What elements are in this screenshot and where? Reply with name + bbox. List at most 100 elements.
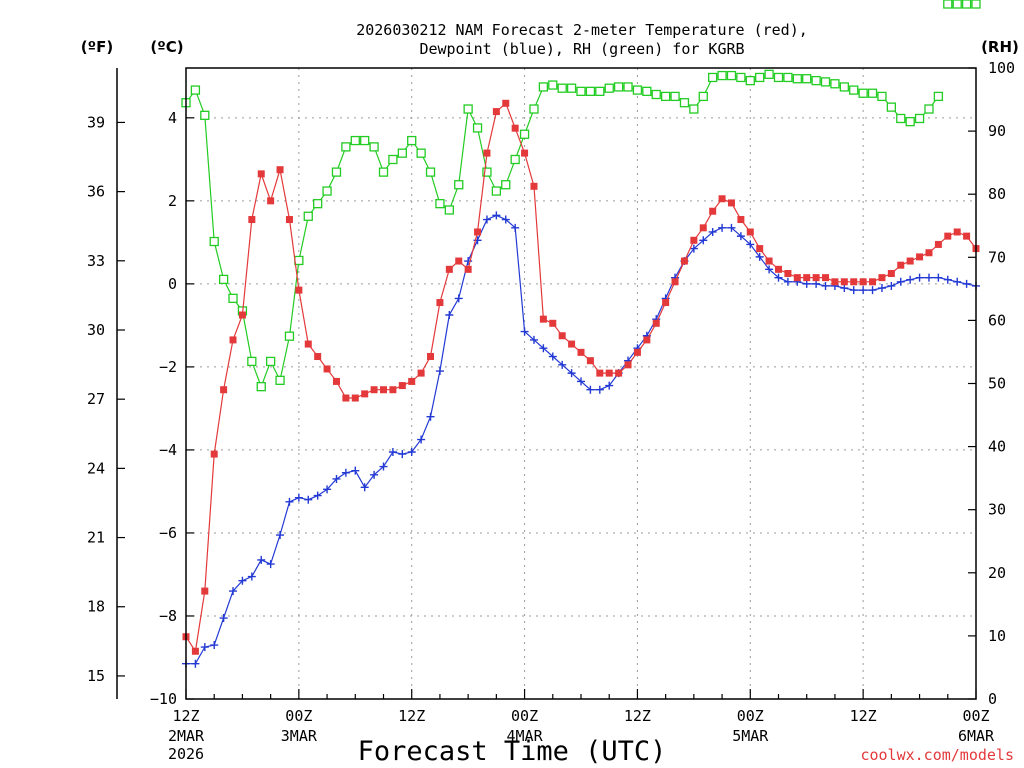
data-point: [455, 257, 463, 265]
rh-tick-label: 70: [988, 248, 1006, 266]
data-point: [652, 319, 660, 327]
data-point: [689, 244, 698, 253]
celsius-tick-label: −2: [159, 358, 177, 376]
data-point: [887, 281, 896, 290]
data-point: [596, 369, 604, 377]
data-point: [774, 273, 783, 282]
data-point: [708, 72, 718, 83]
time-tick-date: 4MAR: [507, 727, 544, 745]
data-point: [784, 269, 792, 277]
time-tick-label: 12Z: [398, 707, 425, 725]
data-point: [718, 223, 727, 232]
data-point: [840, 278, 848, 286]
rh-unit-label: (RH): [981, 38, 1019, 56]
data-point: [605, 369, 613, 377]
data-point: [952, 0, 962, 9]
time-tick-date: 2MAR: [168, 727, 205, 745]
data-point: [454, 180, 464, 190]
data-point: [361, 390, 369, 398]
data-point: [529, 104, 539, 114]
data-point: [671, 278, 679, 286]
data-point: [548, 80, 558, 90]
time-tick-date: 3MAR: [281, 727, 318, 745]
data-point: [905, 116, 915, 127]
data-point: [463, 104, 473, 114]
data-point: [859, 286, 868, 295]
data-point: [624, 361, 632, 369]
data-point: [680, 257, 688, 265]
data-point: [380, 386, 387, 394]
data-point: [472, 123, 483, 133]
data-point: [323, 485, 332, 494]
rh-tick-label: 20: [988, 564, 1006, 582]
data-point: [746, 228, 754, 236]
data-point: [586, 357, 594, 365]
series-line: [186, 214, 977, 665]
data-point: [934, 273, 943, 282]
data-point: [755, 72, 765, 83]
data-point: [736, 72, 746, 83]
celsius-axis: −10 −8 −6 −4 −2 0 2 4: [150, 109, 194, 708]
data-point: [209, 236, 219, 247]
data-point: [294, 255, 304, 266]
chart-title-line1: 2026030212 NAM Forecast 2-meter Temperat…: [356, 21, 808, 39]
data-point: [436, 299, 444, 307]
data-point: [916, 253, 924, 261]
data-point: [699, 236, 708, 245]
celsius-tick-label: −4: [159, 441, 177, 459]
data-point: [897, 261, 905, 269]
data-point: [501, 180, 511, 190]
data-point: [483, 149, 491, 157]
data-point: [802, 74, 812, 84]
data-point: [943, 0, 953, 9]
data-point: [803, 274, 811, 282]
time-tick-label: 00Z: [511, 707, 538, 725]
data-point: [379, 462, 388, 471]
data-point: [294, 493, 303, 502]
data-point: [464, 257, 473, 266]
data-point: [267, 197, 275, 205]
series-line: [185, 102, 977, 653]
data-point: [548, 352, 557, 361]
data-point: [220, 386, 228, 394]
data-point: [408, 377, 416, 385]
data-point: [332, 474, 341, 483]
celsius-tick-label: −10: [150, 690, 177, 708]
data-point: [924, 104, 934, 114]
data-point: [378, 167, 389, 177]
data-point: [285, 216, 293, 224]
rh-tick-label: 50: [988, 375, 1006, 393]
data-point: [736, 232, 745, 241]
data-point: [961, 0, 972, 9]
time-tick-label: 00Z: [737, 707, 764, 725]
data-point: [567, 369, 576, 378]
data-point: [558, 332, 566, 340]
data-point: [679, 98, 690, 108]
data-point: [228, 293, 238, 303]
data-point: [830, 79, 840, 89]
data-point: [304, 340, 312, 348]
data-point: [906, 275, 915, 284]
data-point: [726, 70, 737, 81]
data-point: [643, 336, 651, 344]
data-point: [191, 647, 199, 655]
data-point: [549, 319, 557, 327]
fahrenheit-tick-label: 33: [87, 252, 105, 270]
data-point: [943, 275, 952, 284]
data-point: [266, 560, 275, 569]
data-point: [238, 311, 246, 319]
data-point: [849, 85, 859, 95]
data-point: [812, 274, 820, 282]
data-point: [878, 274, 886, 282]
data-point: [265, 356, 276, 367]
data-point: [397, 148, 407, 158]
data-point: [370, 386, 378, 394]
data-point: [285, 497, 294, 506]
data-point: [963, 232, 971, 240]
data-point: [840, 284, 849, 293]
data-point: [351, 394, 359, 402]
time-tick-label: 12Z: [624, 707, 651, 725]
rh-tick-label: 80: [988, 185, 1006, 203]
data-point: [953, 228, 961, 236]
